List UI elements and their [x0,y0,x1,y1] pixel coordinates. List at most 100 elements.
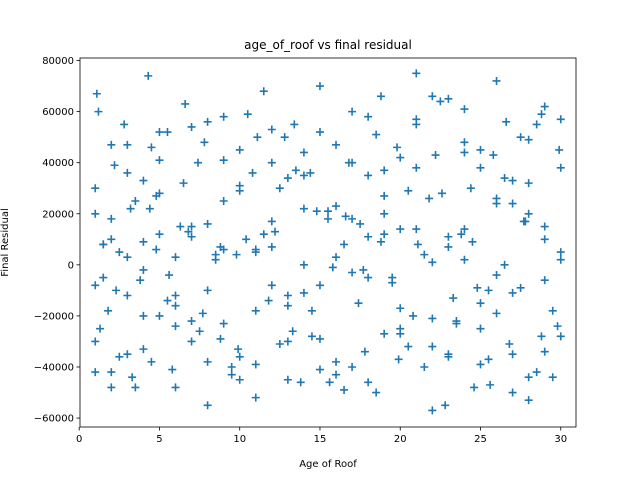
scatter-point [380,329,389,338]
scatter-point [476,360,485,369]
scatter-point [155,311,164,320]
scatter-point [235,375,244,384]
scatter-point [288,327,297,336]
scatter-point [441,401,450,410]
x-tick-label: 5 [156,434,162,445]
scatter-point [139,311,148,320]
scatter-point [325,378,334,387]
scatter-point [92,89,101,98]
scatter-point [492,271,501,280]
scatter-point [123,291,132,300]
scatter-point [315,128,324,137]
scatter-point [163,128,172,137]
y-tick-label: −40000 [34,362,74,373]
scatter-point [165,271,174,280]
scatter-point [259,87,268,96]
scatter-point [234,345,243,354]
scatter-point [126,204,135,213]
scatter-point [115,248,124,257]
plot-frame [79,57,577,428]
scatter-point [299,260,308,269]
scatter-point [267,217,276,226]
scatter-point [396,304,405,313]
scatter-point [444,232,453,241]
scatter-point [123,140,132,149]
scatter-point [275,184,284,193]
scatter-point [136,276,145,285]
scatter-point [131,383,140,392]
scatter-point [553,322,562,331]
scatter-point [476,145,485,154]
scatter-point [251,360,260,369]
chart-title: age_of_roof vs final residual [244,38,412,52]
scatter-point [556,115,565,124]
scatter-point [280,133,289,142]
scatter-point [283,337,292,346]
scatter-point [203,286,212,295]
scatter-point [476,324,485,333]
scatter-point [296,378,305,387]
x-axis-ticks: 0 5 10 15 20 25 30 [76,427,567,445]
scatter-point [444,94,453,103]
scatter-point [380,191,389,200]
scatter-point [444,352,453,361]
scatter-point [486,380,495,389]
scatter-point [364,378,373,387]
scatter-point [470,383,479,392]
scatter-point [99,240,108,249]
scatter-point [259,230,268,239]
scatter-point [356,219,365,228]
scatter-point [412,69,421,78]
scatter-point [466,184,475,193]
scatter-point [388,278,397,287]
scatter-point [203,219,212,228]
scatter-point [428,314,437,323]
scatter-point [460,138,469,147]
scatter-point [171,301,180,310]
scatter-point [107,383,116,392]
scatter-point [211,250,220,259]
scatter-point [155,156,164,165]
scatter-point [219,156,228,165]
scatter-point [193,158,202,167]
scatter-point [112,286,121,295]
scatter-point [524,179,533,188]
scatter-point [120,120,129,129]
scatter-point [107,368,116,377]
scatter-point [460,255,469,264]
scatter-point [107,235,116,244]
scatter-point [380,166,389,175]
scatter-point [540,222,549,231]
scatter-point [348,268,357,277]
scatter-point [340,240,349,249]
scatter-point [219,112,228,121]
scatter-point [155,128,164,137]
scatter-point [200,138,209,147]
scatter-point [131,197,140,206]
scatter-point [413,240,422,249]
scatter-point [187,122,196,131]
scatter-point [251,306,260,315]
scatter-point [139,176,148,185]
scatter-point [179,179,188,188]
scatter-point [502,117,511,126]
scatter-point [235,145,244,154]
scatter-point [396,153,405,162]
scatter-points [91,69,565,415]
scatter-point [267,281,276,290]
scatter-point [299,204,308,213]
scatter-point [99,273,108,282]
scatter-point [171,383,180,392]
scatter-point [307,332,316,341]
scatter-point [91,184,100,193]
scatter-point [251,393,260,402]
scatter-point [540,102,549,111]
scatter-point [540,347,549,356]
scatter-point [428,258,437,267]
scatter-point [476,299,485,308]
scatter-point [219,245,228,254]
scatter-point [104,306,113,315]
scatter-point [219,319,228,328]
scatter-point [364,171,373,180]
scatter-point [359,265,368,274]
